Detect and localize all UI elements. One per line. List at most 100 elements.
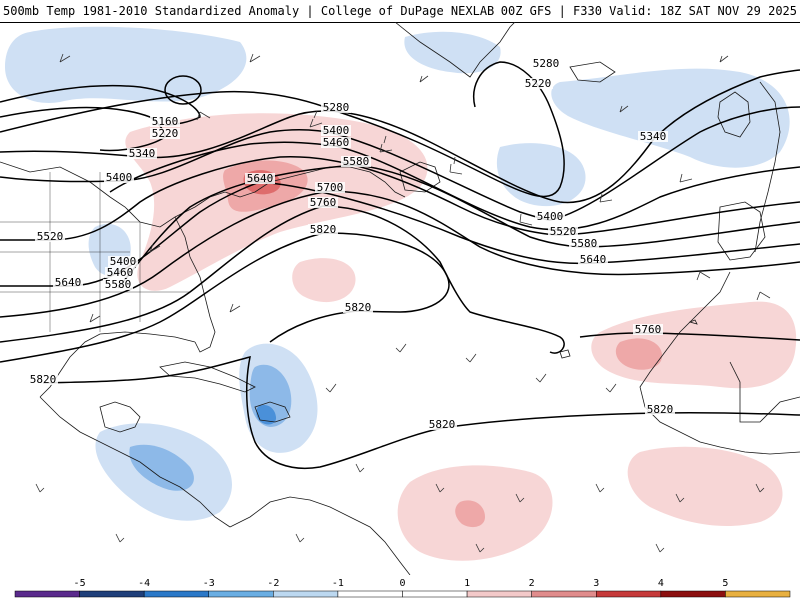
wind-barb xyxy=(419,75,429,83)
cold-anomaly-central-america-core xyxy=(129,444,194,491)
wind-barb xyxy=(619,105,629,113)
colorbar-tick-label: 3 xyxy=(593,578,599,589)
us-atlantic-coast xyxy=(174,216,216,353)
north-america-east-coast xyxy=(0,161,406,228)
wind-barb xyxy=(196,111,211,121)
contour-label: 5760 xyxy=(310,196,337,209)
hispaniola xyxy=(254,401,291,423)
us-state-borders xyxy=(0,172,190,332)
contour-label-bg xyxy=(535,211,565,222)
colorbar-tick-labels: -5 -4 -3 -2 -1 0 1 2 3 4 5 xyxy=(74,578,729,589)
contour-label: 5820 xyxy=(345,301,372,314)
anomaly-shading xyxy=(5,26,797,561)
contour-label-bg xyxy=(315,182,345,193)
warm-anomaly-west-africa-core xyxy=(615,338,663,370)
contour-5400 xyxy=(0,106,800,221)
contour-label-bg xyxy=(35,231,65,242)
colorbar-segment xyxy=(208,590,274,598)
contour-label-bg xyxy=(53,277,83,288)
contour-label: 5220 xyxy=(525,77,552,90)
contour-label: 5220 xyxy=(152,127,179,140)
contour-label: 5460 xyxy=(323,136,350,149)
colorbar-segment xyxy=(725,590,791,598)
colorbar-tick-label: 4 xyxy=(658,578,664,589)
wind-barb xyxy=(595,483,605,493)
canary-islands xyxy=(688,319,698,325)
wind-barb xyxy=(59,53,71,63)
contour-5160 xyxy=(0,84,201,126)
colorbar-segment xyxy=(402,590,468,598)
contour-label: 5820 xyxy=(30,373,57,386)
colorbar-segment xyxy=(596,590,662,598)
colorbar-segment xyxy=(660,590,726,598)
contour-label-bg xyxy=(569,238,599,249)
wind-barbs xyxy=(35,53,771,553)
wind-barb xyxy=(719,55,729,63)
colorbar-tick-label: -4 xyxy=(138,578,150,589)
contour-label-bg xyxy=(531,58,561,69)
contour-label-bg xyxy=(245,173,275,184)
cold-anomaly-greenland xyxy=(404,31,501,74)
warm-anomaly-subtropical-atlantic xyxy=(292,258,356,303)
contour-label: 5760 xyxy=(635,323,662,336)
wind-barb xyxy=(475,543,485,553)
europe-west-coast xyxy=(754,81,781,253)
wind-barb xyxy=(519,213,533,226)
contour-label: 5640 xyxy=(247,172,274,185)
contour-label-bg xyxy=(427,419,457,430)
contour-label-bg xyxy=(103,279,133,290)
contour-label: 5820 xyxy=(310,223,337,236)
wind-barb xyxy=(295,533,305,543)
contour-label-bg xyxy=(150,116,180,127)
contour-5340 xyxy=(0,69,800,204)
colorbar-tick-label: -1 xyxy=(332,578,344,589)
contour-label: 5460 xyxy=(107,266,134,279)
colorbar-segment xyxy=(466,590,532,598)
wind-barb xyxy=(679,173,693,183)
contour-label: 5580 xyxy=(571,237,598,250)
height-contours xyxy=(0,61,800,469)
wind-barb xyxy=(675,493,685,503)
contour-label: 5340 xyxy=(640,130,667,143)
south-america-north-coast xyxy=(229,496,411,575)
contour-label: 5400 xyxy=(110,255,137,268)
colorbar-segment xyxy=(143,590,210,598)
contour-label: 5520 xyxy=(550,225,577,238)
contour-label-bg xyxy=(633,324,663,335)
contour-label: 5640 xyxy=(580,253,607,266)
wind-barb xyxy=(89,313,101,323)
contour-label-bg xyxy=(638,131,668,142)
greenland xyxy=(394,22,516,78)
contour-label: 5640 xyxy=(55,276,82,289)
warm-anomaly-tropical-atlantic-core xyxy=(455,500,485,528)
contour-label: 5400 xyxy=(323,124,350,137)
contour-label-bg xyxy=(127,148,157,159)
contour-label-bg xyxy=(321,137,351,148)
wind-barb xyxy=(379,135,393,153)
contour-label-bg xyxy=(108,256,138,267)
colorbar-segment xyxy=(79,590,145,598)
wind-barb xyxy=(655,543,665,553)
contour-label-bg xyxy=(308,197,338,208)
anomaly-colorbar: -5 -4 -3 -2 -1 0 1 2 3 4 5 xyxy=(14,578,791,598)
contour-label-bg xyxy=(308,224,338,235)
contour-label: 5280 xyxy=(533,57,560,70)
contour-label: 5700 xyxy=(317,181,344,194)
contour-label-bg xyxy=(321,125,351,136)
colorbar-tick-label: 5 xyxy=(722,578,728,589)
contour-label-bg xyxy=(341,156,371,167)
wind-barb xyxy=(535,373,547,383)
contour-5280 xyxy=(0,61,565,198)
wind-barb xyxy=(115,533,125,543)
contour-closed-low xyxy=(164,75,202,105)
wind-barb xyxy=(309,110,323,128)
contour-label: 5340 xyxy=(129,147,156,160)
contour-label: 5820 xyxy=(429,418,456,431)
cold-anomaly-arctic-canada xyxy=(5,26,247,103)
wind-barb xyxy=(35,483,45,493)
yucatan xyxy=(99,401,141,433)
iberia xyxy=(717,201,766,261)
british-isles xyxy=(717,91,751,138)
contour-label-bg xyxy=(548,226,578,237)
